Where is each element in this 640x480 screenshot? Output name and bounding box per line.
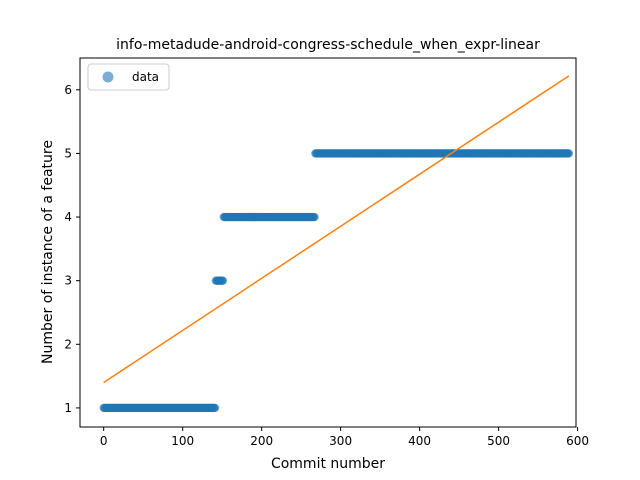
x-tick-label: 400	[408, 434, 431, 448]
y-tick-label: 3	[64, 274, 72, 288]
x-tick-label: 600	[566, 434, 589, 448]
x-tick-label: 300	[329, 434, 352, 448]
y-tick-label: 5	[64, 146, 72, 160]
data-point	[310, 212, 319, 222]
y-axis-label: Number of instance of a feature	[40, 140, 56, 364]
fit-line	[103, 75, 570, 384]
y-tick-label: 6	[64, 83, 72, 97]
data-point	[210, 403, 220, 413]
legend-marker-data	[102, 71, 114, 83]
data-point	[218, 276, 228, 285]
y-axis-ticks: 1 2 3 4 5 6	[64, 83, 80, 415]
legend-box	[87, 63, 170, 91]
plot-area: 0 100 200 300 400 500 600 1 2 3 4 5 6	[64, 57, 589, 448]
data-marks	[99, 149, 574, 413]
y-tick-label: 4	[64, 210, 72, 224]
axes-frame	[79, 57, 577, 428]
legend: data	[87, 63, 170, 91]
y-tick-label: 2	[64, 337, 72, 351]
chart-title: info-metadude-android-congress-schedule_…	[116, 37, 540, 53]
y-tick-label: 1	[64, 401, 72, 415]
fit-line-group	[103, 75, 570, 384]
x-axis-ticks: 0 100 200 300 400 500 600	[100, 427, 589, 448]
x-tick-label: 100	[171, 434, 194, 448]
x-axis-label: Commit number	[271, 456, 385, 472]
x-tick-label: 0	[100, 434, 108, 448]
data-point	[564, 149, 574, 158]
x-tick-label: 500	[487, 434, 510, 448]
x-tick-label: 200	[250, 434, 273, 448]
legend-label-data: data	[132, 70, 159, 84]
